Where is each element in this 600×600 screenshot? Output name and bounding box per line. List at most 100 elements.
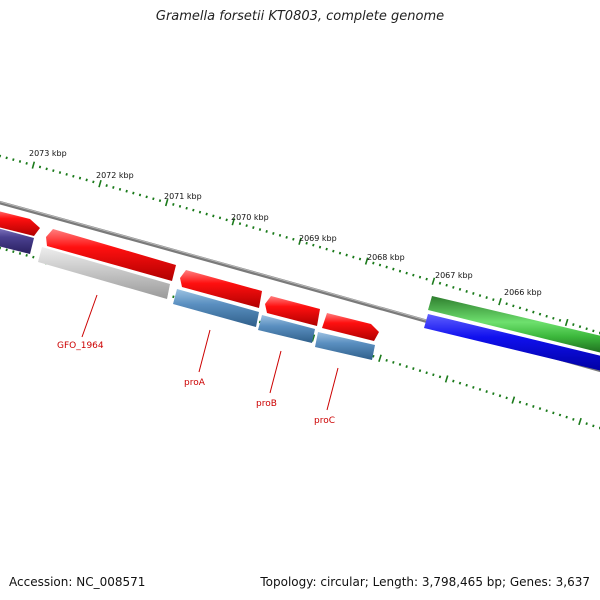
kbp-label-2073: 2073 kbp	[29, 149, 67, 158]
minor-tick	[85, 178, 88, 182]
minor-tick	[578, 325, 582, 329]
minor-tick	[372, 261, 375, 265]
minor-tick	[465, 383, 468, 387]
leader-proA	[198, 329, 211, 373]
minor-tick	[572, 323, 575, 326]
gray-feature-gfo-1964[interactable]	[38, 247, 170, 299]
major-tick	[578, 417, 582, 426]
minor-tick	[118, 187, 122, 191]
kbp-label-2066: 2066 kbp	[504, 288, 542, 297]
minor-tick	[378, 263, 382, 267]
minor-tick	[385, 265, 388, 269]
minor-tick	[545, 314, 548, 318]
minor-tick	[492, 298, 495, 302]
major-tick	[431, 277, 436, 285]
minor-tick	[105, 184, 108, 187]
minor-tick	[412, 273, 415, 277]
gene-label-gfo-1964[interactable]: GFO_1964	[57, 341, 104, 351]
gene-label-proA[interactable]: proA	[184, 378, 206, 388]
minor-tick	[65, 172, 68, 176]
major-tick	[364, 257, 369, 265]
cds-steel-proA[interactable]	[173, 289, 259, 327]
minor-tick	[18, 252, 22, 255]
minor-tick	[458, 381, 462, 385]
minor-tick	[372, 354, 375, 358]
minor-tick	[245, 224, 248, 228]
minor-tick	[472, 292, 475, 295]
minor-tick	[418, 369, 422, 373]
minor-tick	[452, 285, 455, 289]
minor-tick	[392, 360, 395, 364]
minor-tick	[525, 308, 528, 312]
major-tick	[511, 396, 516, 404]
map-title: Gramella forsetii KT0803, complete genom…	[155, 9, 445, 24]
minor-tick	[192, 208, 195, 212]
minor-tick	[438, 281, 442, 285]
kbp-label-2067: 2067 kbp	[435, 271, 473, 280]
gene-label-proB[interactable]: proB	[256, 399, 277, 409]
minor-tick	[5, 156, 8, 160]
cds-red-proB[interactable]	[265, 296, 320, 326]
minor-tick	[285, 235, 288, 239]
minor-tick	[332, 249, 335, 253]
minor-tick	[278, 233, 282, 237]
kbp-label-2068: 2068 kbp	[367, 253, 405, 262]
minor-tick	[338, 251, 342, 255]
cds-steel-proB[interactable]	[258, 315, 315, 343]
minor-tick	[532, 405, 535, 408]
gene-label-proC[interactable]: proC	[314, 416, 335, 426]
minor-tick	[272, 232, 275, 235]
minor-tick	[158, 199, 162, 203]
minor-tick	[38, 165, 42, 169]
minor-tick	[358, 257, 362, 261]
minor-tick	[258, 320, 262, 324]
minor-tick	[345, 253, 348, 257]
minor-tick	[398, 269, 402, 273]
minor-tick	[185, 206, 188, 210]
minor-tick	[305, 241, 308, 245]
minor-tick	[218, 216, 222, 220]
kbp-label-2072: 2072 kbp	[96, 171, 134, 180]
minor-tick	[392, 267, 395, 271]
cds-red-left-edge[interactable]	[0, 209, 40, 236]
cds-red-gfo-1964[interactable]	[46, 229, 176, 281]
leader-proB	[269, 350, 282, 394]
minor-tick	[398, 363, 402, 366]
minor-tick	[172, 295, 175, 299]
major-tick	[378, 354, 382, 362]
cds-steel-proC[interactable]	[315, 332, 375, 360]
minor-tick	[538, 407, 542, 410]
major-tick	[164, 198, 169, 207]
minor-tick	[412, 367, 415, 370]
major-tick	[298, 237, 302, 245]
minor-tick	[225, 218, 228, 222]
minor-tick	[505, 396, 508, 400]
minor-tick	[265, 230, 268, 233]
minor-tick	[585, 422, 588, 426]
minor-tick	[292, 237, 295, 241]
leader-proC	[326, 367, 339, 411]
forward-cds-track[interactable]	[0, 209, 379, 341]
major-tick	[311, 334, 316, 342]
minor-tick	[492, 392, 495, 396]
major-tick	[564, 318, 569, 327]
minor-tick	[545, 409, 548, 413]
minor-tick	[592, 329, 595, 333]
minor-tick	[152, 197, 155, 201]
minor-tick	[52, 169, 55, 173]
minor-tick	[538, 312, 542, 316]
cds-red-proC[interactable]	[322, 313, 379, 341]
minor-tick	[498, 394, 502, 398]
minor-tick	[485, 390, 488, 393]
minor-tick	[405, 271, 408, 275]
minor-tick	[12, 250, 15, 254]
scale-ticks-outer	[0, 154, 600, 335]
cds-red-proA[interactable]	[180, 270, 262, 308]
minor-tick	[5, 248, 8, 252]
minor-tick	[438, 375, 442, 379]
gene-label-leaders	[81, 294, 339, 411]
minor-tick	[125, 189, 128, 193]
reverse-cds-track[interactable]	[38, 247, 375, 360]
minor-tick	[432, 373, 435, 377]
minor-tick	[205, 212, 208, 216]
